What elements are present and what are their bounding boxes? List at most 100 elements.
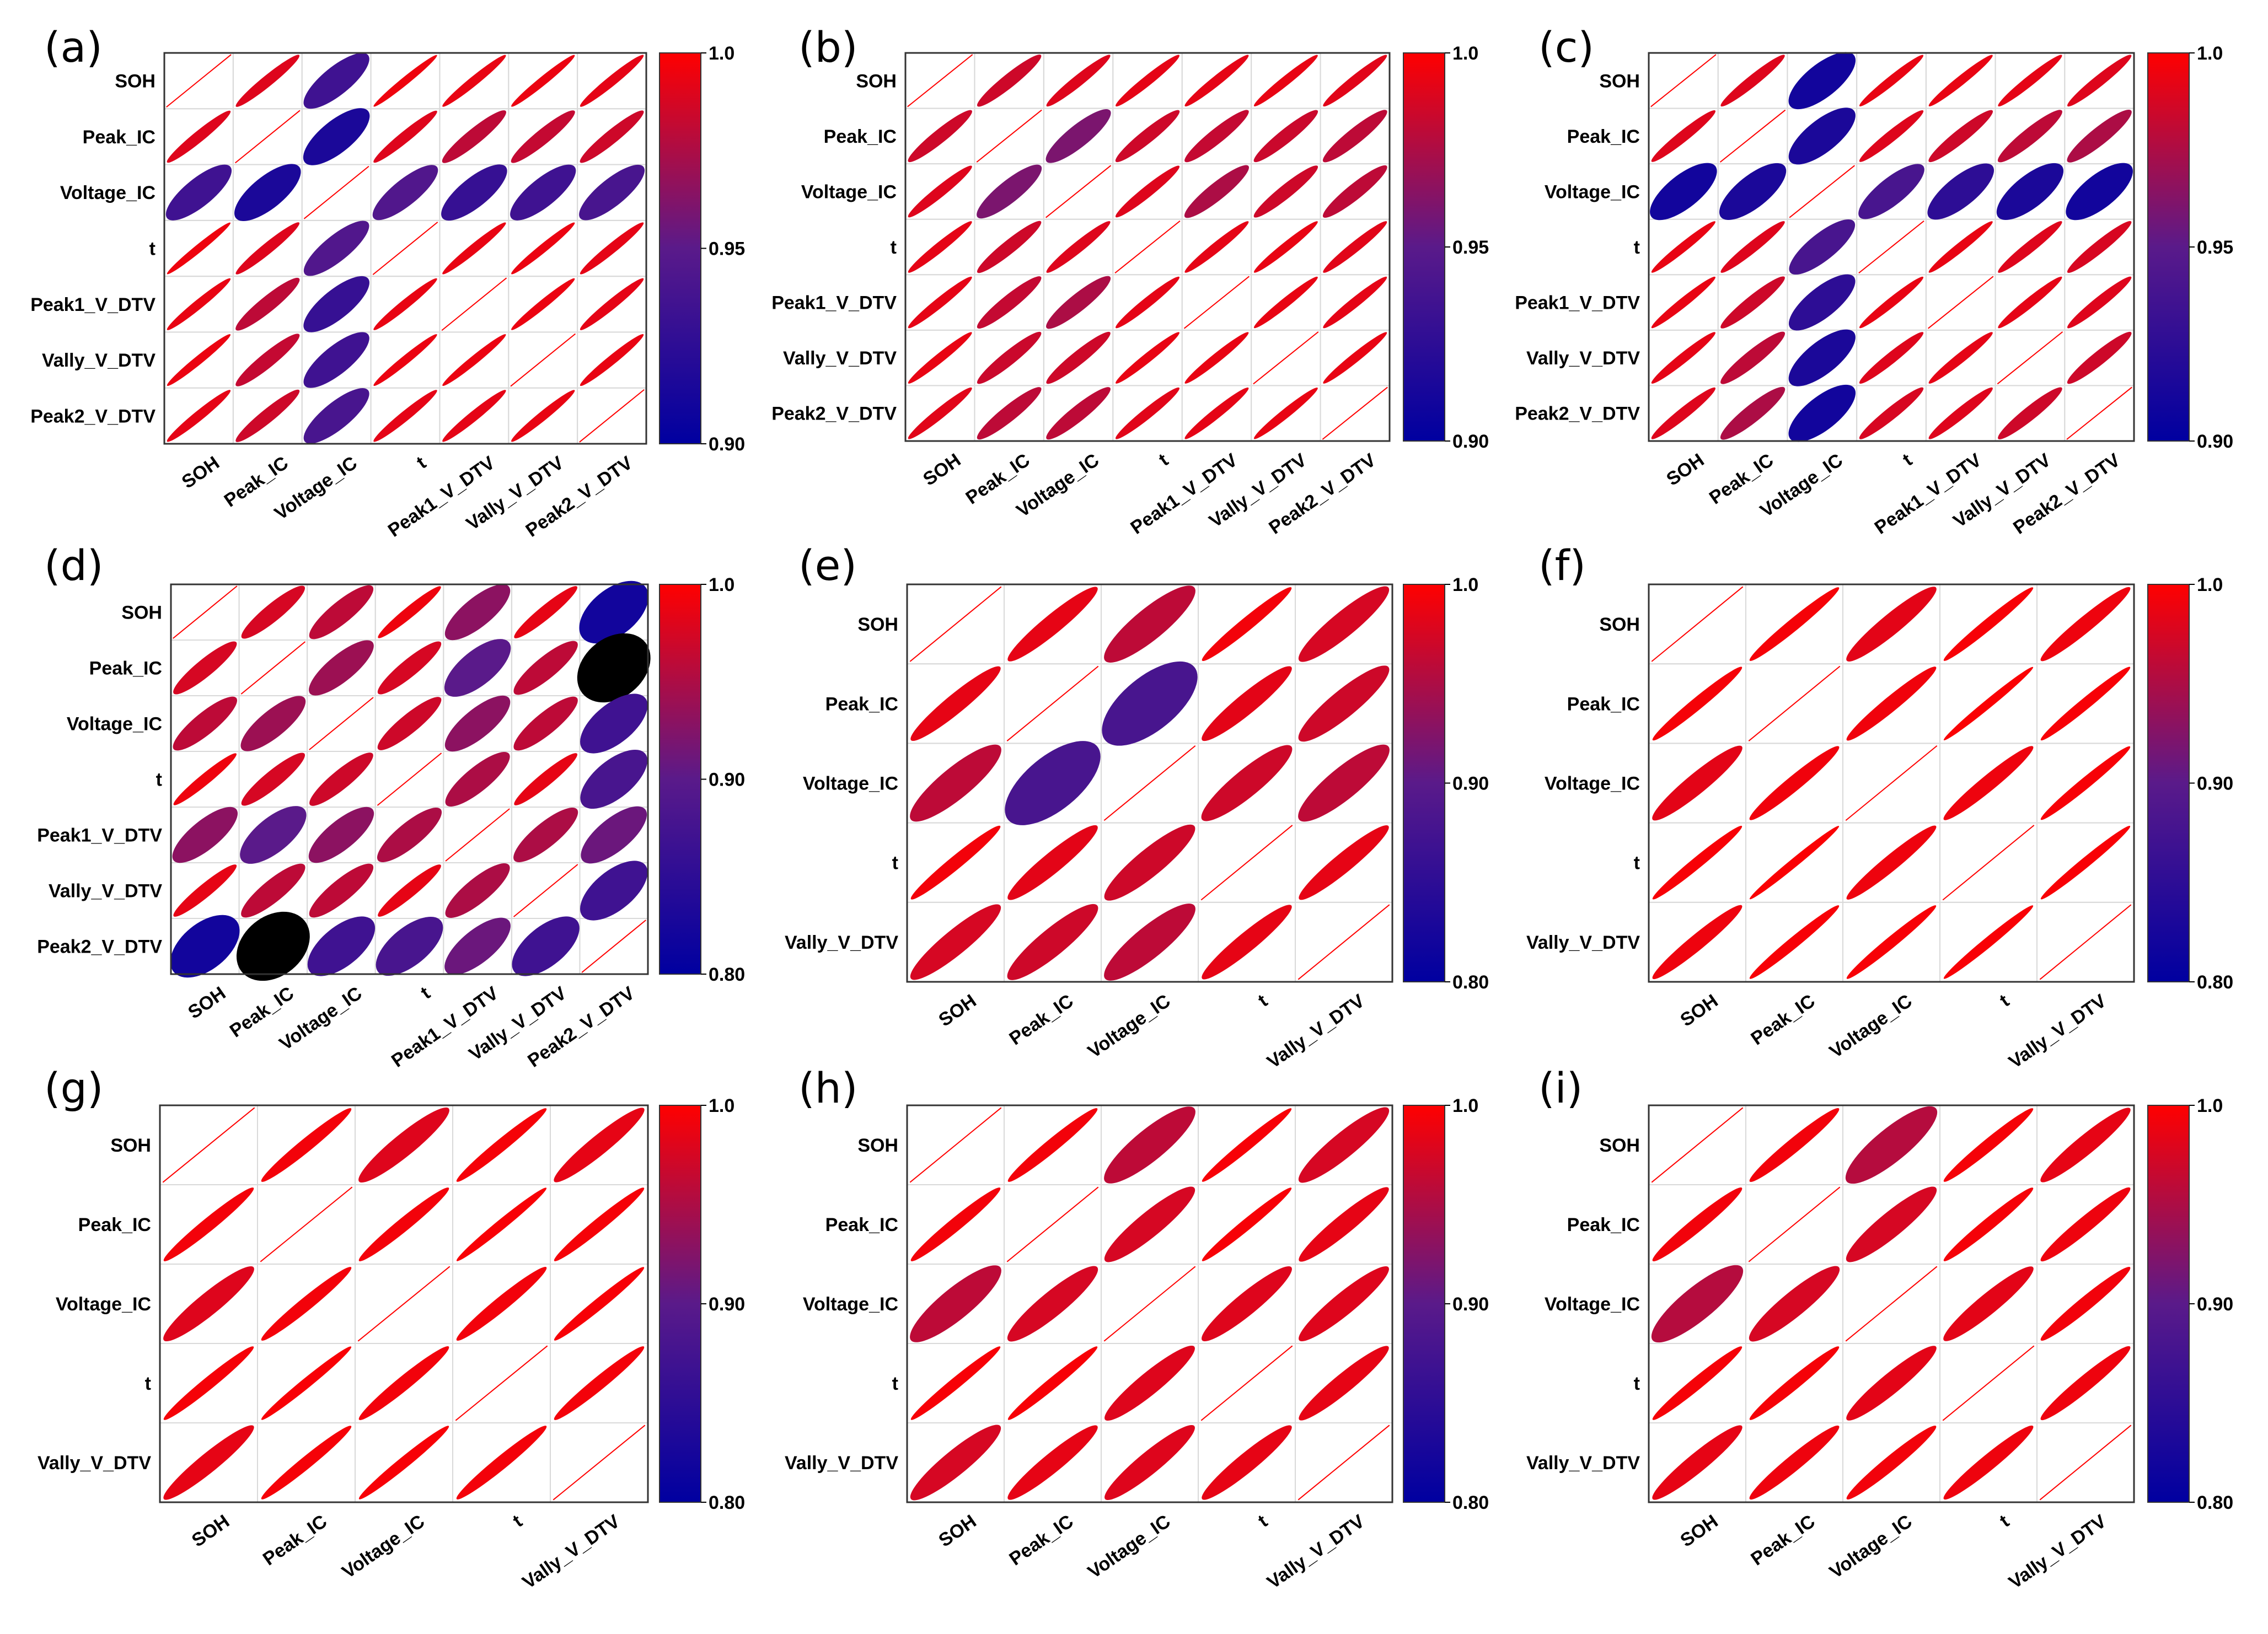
correlation-ellipse	[165, 164, 232, 221]
row-label: Peak2_V_DTV	[30, 406, 156, 427]
row-label: t	[156, 770, 162, 791]
colorbar-tick-label: 0.90	[2197, 1294, 2233, 1315]
panel-c: (c)SOHPeak_ICVoltage_ICtPeak1_V_DTVVally…	[1515, 23, 2233, 539]
column-label: Voltage_IC	[1826, 1511, 1916, 1582]
diagonal-mark	[441, 277, 507, 331]
correlation-ellipse	[442, 334, 506, 386]
correlation-ellipse	[1115, 165, 1180, 218]
row-label: SOH	[1599, 1135, 1640, 1156]
colorbar-tick-label: 0.95	[709, 239, 745, 260]
correlation-ellipse	[1652, 1425, 1742, 1500]
plot-frame	[163, 52, 647, 445]
column-label: t	[1254, 990, 1272, 1011]
diagonal-mark	[1253, 331, 1319, 385]
correlation-ellipse	[261, 1346, 352, 1420]
diagonal-mark	[303, 165, 369, 219]
correlation-ellipse	[1846, 666, 1937, 741]
correlation-ellipse	[910, 825, 1001, 900]
colorbar	[2147, 584, 2190, 982]
correlation-ellipse	[908, 110, 972, 163]
column-label: Voltage_IC	[1826, 990, 1916, 1062]
correlation-ellipse	[580, 55, 644, 107]
diagonal-mark	[1650, 54, 1717, 108]
column-label: t	[1899, 449, 1916, 470]
correlation-ellipse	[378, 586, 441, 638]
diagonal-mark	[1748, 1186, 1841, 1262]
row-label: Vally_V_DTV	[785, 932, 898, 953]
row-label: Peak1_V_DTV	[30, 294, 156, 315]
diagonal-mark	[234, 110, 301, 164]
colorbar	[1403, 1105, 1445, 1503]
correlation-ellipse	[1652, 745, 1742, 821]
correlation-ellipse	[1007, 1266, 1098, 1342]
correlation-ellipse	[309, 863, 374, 918]
diagonal-mark	[2066, 386, 2132, 440]
diagonal-mark	[240, 641, 306, 695]
correlation-ellipse	[309, 640, 374, 696]
correlation-ellipse	[1943, 587, 2034, 661]
correlation-ellipse	[241, 585, 305, 639]
colorbar	[659, 584, 701, 975]
correlation-ellipse	[1298, 586, 1390, 662]
correlation-ellipse	[2040, 1187, 2131, 1262]
diagonal-mark	[2039, 904, 2132, 980]
correlation-ellipse	[1846, 1346, 1937, 1421]
row-label: Vally_V_DTV	[1526, 1453, 1640, 1474]
correlation-ellipse	[1202, 666, 1292, 741]
plot-frame	[906, 583, 1393, 983]
correlation-ellipse	[1046, 387, 1111, 440]
correlation-ellipse	[1846, 905, 1937, 979]
correlation-ellipse	[1652, 905, 1742, 980]
panel-label: (i)	[1538, 1063, 1583, 1112]
row-label: t	[1634, 237, 1640, 258]
correlation-ellipse	[910, 1187, 1001, 1261]
panel-label: (h)	[798, 1063, 857, 1112]
correlation-ellipse	[1104, 1345, 1195, 1421]
correlation-ellipse	[303, 53, 369, 109]
correlation-ellipse	[373, 334, 437, 386]
correlation-ellipse	[2067, 331, 2132, 384]
correlation-ellipse	[910, 904, 1001, 980]
correlation-ellipse	[1928, 110, 1993, 163]
colorbar-tick-label: 1.0	[1452, 43, 1478, 64]
correlation-ellipse	[373, 110, 437, 163]
correlation-ellipse	[163, 1187, 254, 1261]
correlation-ellipse	[173, 864, 237, 917]
correlation-ellipse	[908, 165, 972, 218]
correlation-ellipse	[1788, 384, 1856, 442]
correlation-ellipse	[1323, 332, 1387, 384]
row-label: Voltage_IC	[56, 1294, 151, 1315]
column-label: SOH	[184, 982, 229, 1023]
correlation-ellipse	[1845, 1106, 1938, 1184]
correlation-ellipse	[445, 751, 510, 807]
correlation-ellipse	[240, 696, 306, 751]
diagonal-mark	[513, 864, 578, 917]
correlation-ellipse	[1749, 587, 1840, 661]
panel-label: (c)	[1538, 23, 1594, 72]
correlation-ellipse	[554, 1108, 645, 1182]
panel-label: (g)	[44, 1063, 104, 1112]
correlation-ellipse	[1322, 165, 1387, 218]
correlation-ellipse	[1046, 55, 1111, 107]
column-label: Vally_V_DTV	[1263, 990, 1369, 1072]
correlation-ellipse	[1859, 55, 1924, 107]
correlation-ellipse	[241, 752, 305, 806]
colorbar-tick-label: 0.80	[2197, 972, 2233, 993]
correlation-ellipse	[377, 807, 442, 863]
correlation-ellipse	[1323, 276, 1387, 329]
correlation-ellipse	[908, 387, 972, 439]
correlation-ellipse	[1322, 110, 1387, 163]
row-label: Peak1_V_DTV	[1515, 293, 1640, 314]
correlation-ellipse	[510, 164, 576, 221]
correlation-ellipse	[1184, 221, 1249, 273]
correlation-ellipse	[514, 753, 578, 805]
correlation-ellipse	[173, 696, 237, 751]
correlation-ellipse	[1184, 332, 1249, 384]
correlation-ellipse	[1859, 110, 1924, 162]
correlation-ellipse	[303, 221, 369, 276]
correlation-ellipse	[910, 1346, 1001, 1420]
correlation-ellipse	[167, 110, 231, 163]
row-label: t	[145, 1373, 151, 1394]
row-label: Peak1_V_DTV	[771, 293, 897, 314]
